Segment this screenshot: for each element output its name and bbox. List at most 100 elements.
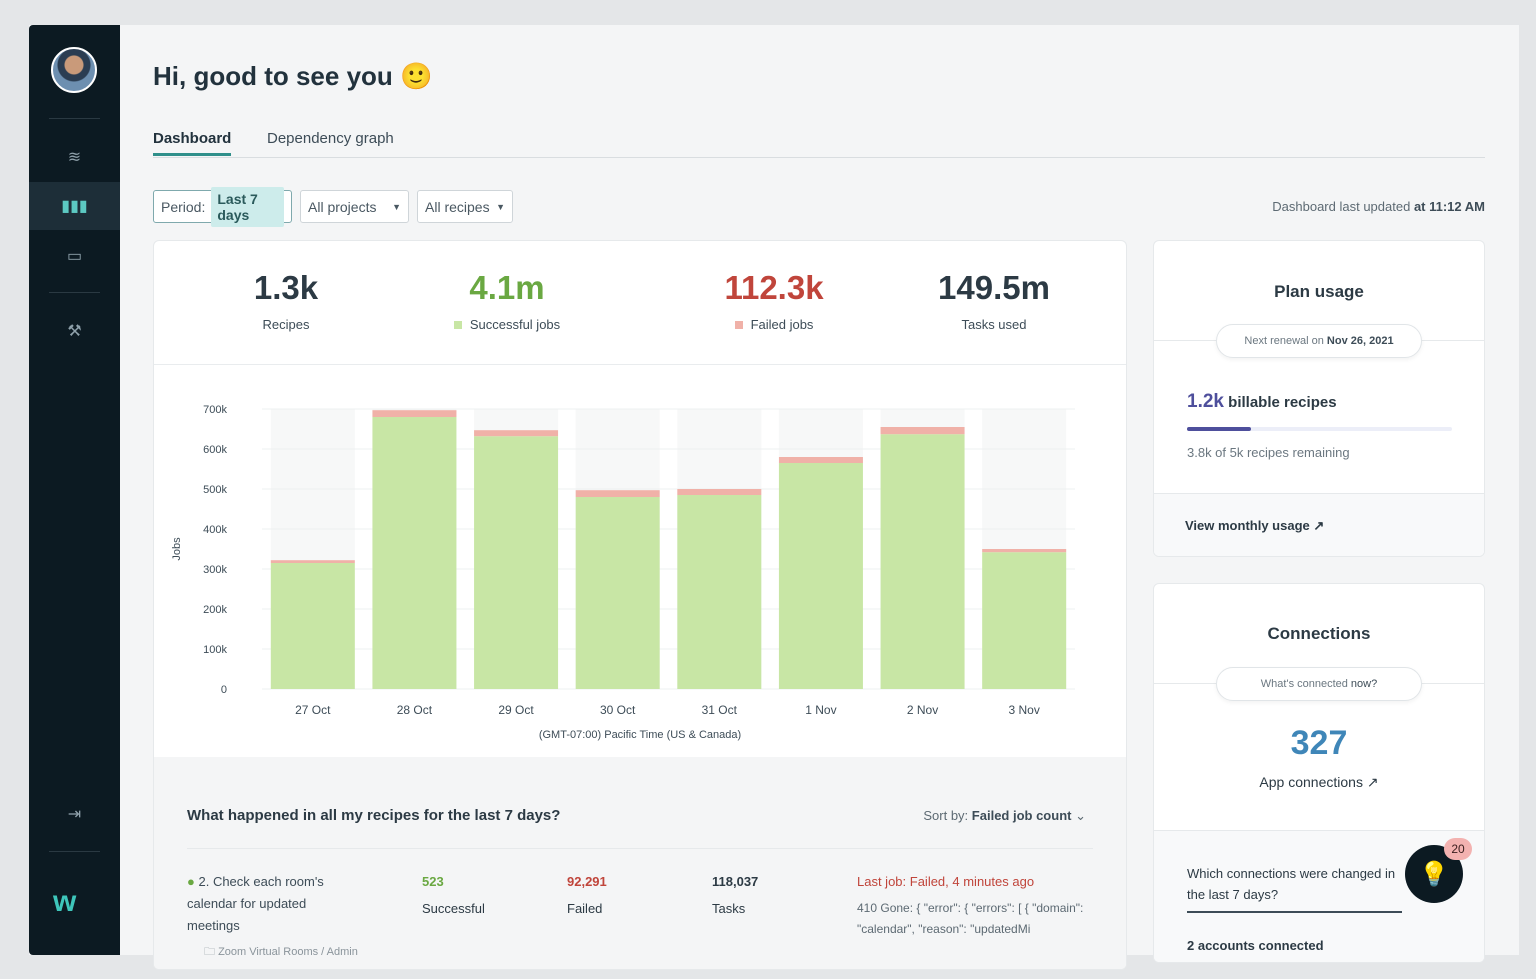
notification-badge: 20 [1444, 838, 1472, 860]
bar-failed [270, 560, 355, 563]
y-tick-label: 0 [221, 684, 227, 696]
x-axis-label: (GMT-07:00) Pacific Time (US & Canada) [539, 729, 741, 741]
logout-icon[interactable]: ⇥ [67, 806, 82, 823]
renewal-pill: Next renewal on Nov 26, 2021 [1216, 324, 1422, 358]
wrench-icon[interactable]: ⚒ [67, 323, 82, 340]
view-monthly-usage-link[interactable]: View monthly usage ↗ [1185, 518, 1325, 533]
recipes-value: All recipes [425, 198, 490, 215]
plan-footer [1154, 493, 1484, 556]
layers-icon[interactable]: ≋ [67, 149, 82, 166]
bar-successful [270, 563, 355, 689]
projects-dropdown[interactable]: All projects ▼ [300, 190, 409, 223]
lightbulb-icon: 💡 [1419, 860, 1449, 888]
plan-usage-card: Plan usage Next renewal on Nov 26, 2021 1… [1153, 240, 1485, 557]
x-tick-label: 3 Nov [1009, 703, 1040, 717]
bar-failed [474, 430, 559, 437]
projects-value: All projects [308, 198, 377, 215]
successful-count: 523 Successful [422, 874, 485, 916]
tasks-count: 118,037 Tasks [712, 874, 759, 916]
caret-down-icon: ▼ [392, 201, 401, 212]
tab-dashboard[interactable]: Dashboard [153, 130, 232, 156]
period-value: Last 7 days [211, 186, 284, 227]
last-job: Last job: Failed, 4 minutes ago 410 Gone:… [857, 874, 1084, 936]
bar-successful [372, 417, 457, 689]
whats-connected-button[interactable]: What's connected now? [1216, 667, 1422, 701]
y-tick-label: 500k [203, 484, 227, 496]
y-tick-label: 100k [203, 644, 227, 656]
period-label: Period: [161, 198, 206, 215]
x-tick-label: 28 Oct [397, 703, 433, 717]
billable-recipes: 1.2k billable recipes [1187, 391, 1337, 412]
stat-recipes: 1.3k Recipes [253, 269, 319, 332]
divider [49, 292, 100, 293]
stats-card: 1.3k Recipes 4.1m Successful jobs 112.3k Fa… [153, 240, 1127, 970]
stat-successful-jobs: 4.1m Successful jobs [407, 269, 607, 332]
sidebar: ≋ ▮▮▮ ▭ ⚒ ⇥ w [29, 25, 120, 955]
y-axis-label: Jobs [171, 537, 183, 561]
bar-failed [778, 457, 863, 463]
tab-dependency-graph[interactable]: Dependency graph [267, 130, 394, 147]
workato-logo: w [53, 885, 77, 918]
bar-successful [880, 434, 965, 689]
last-updated: Dashboard last updated at 11:12 AM [1272, 199, 1485, 214]
x-tick-label: 1 Nov [805, 703, 836, 717]
bar-successful [677, 495, 762, 689]
usage-progress-bar [1187, 427, 1452, 431]
avatar[interactable] [51, 47, 97, 93]
external-link-icon: ↗ [1366, 774, 1379, 790]
bar-failed [880, 427, 965, 435]
y-tick-label: 700k [203, 404, 227, 416]
plan-usage-title: Plan usage [1274, 282, 1364, 301]
jobs-chart: 0 100k 200k 300k 400k 500k 600k 700k 27 Oct 28 Oc… [154, 364, 1126, 757]
bar-failed [575, 490, 660, 497]
external-link-icon: ↗ [1313, 518, 1325, 533]
connections-title: Connections [1267, 624, 1371, 643]
app-window: ≋ ▮▮▮ ▭ ⚒ ⇥ w Hi, good to see you 🙂 Dash… [29, 25, 1519, 970]
connections-card: Connections What's connected now? 327 App… [1153, 583, 1485, 963]
period-filter[interactable]: Period: Last 7 days [153, 186, 292, 227]
divider [49, 118, 100, 119]
stat-tasks-used: 149.5m Tasks used [938, 269, 1050, 332]
divider [187, 848, 1093, 849]
jobs-bar-chart: 0 100k 200k 300k 400k 500k 600k 700k 27 Oct 28 Oc… [171, 404, 1075, 741]
status-dot-icon: ● [187, 874, 195, 889]
bar-successful [982, 552, 1067, 689]
caret-down-icon: ▼ [496, 201, 505, 212]
stat-failed-jobs: 112.3k Failed jobs [724, 269, 824, 332]
y-tick-label: 600k [203, 444, 227, 456]
recipes-dropdown[interactable]: All recipes ▼ [417, 190, 513, 223]
legend-swatch [734, 321, 743, 329]
recipes-remaining: 3.8k of 5k recipes remaining [1187, 445, 1350, 460]
legend-swatch [453, 321, 462, 329]
tab-bar: Dashboard Dependency graph [153, 130, 1485, 158]
recipe-activity-section [154, 757, 1126, 969]
divider [49, 851, 100, 852]
bar-successful [474, 436, 559, 689]
folder-path[interactable]: 🗀 Zoom Virtual Rooms / Admin [204, 946, 358, 958]
bar-successful [778, 463, 863, 689]
x-tick-label: 27 Oct [295, 703, 331, 717]
page-title: Hi, good to see you 🙂 [153, 61, 433, 91]
folder-icon: 🗀 [204, 946, 215, 958]
x-tick-label: 2 Nov [907, 703, 938, 717]
bar-failed [677, 489, 762, 495]
bar-failed [372, 410, 457, 417]
bar-failed [982, 549, 1067, 553]
connections-count: 327 [1290, 724, 1348, 762]
changed-connections-question[interactable]: Which connections were changed in the la… [1187, 863, 1402, 913]
activity-title: What happened in all my recipes for the … [187, 807, 561, 824]
x-tick-label: 30 Oct [600, 703, 636, 717]
sort-dropdown[interactable]: Sort by: Failed job count ⌄ [923, 808, 1086, 823]
usage-progress-fill [1187, 427, 1251, 431]
chevron-down-icon: ⌄ [1075, 808, 1086, 823]
recipe-name[interactable]: ● 2. Check each room's calendar for upda… [187, 874, 324, 933]
x-tick-label: 29 Oct [498, 703, 534, 717]
y-tick-label: 400k [203, 524, 227, 536]
accounts-connected: 2 accounts connected [1187, 938, 1324, 953]
book-icon[interactable]: ▭ [66, 248, 83, 265]
app-connections-link[interactable]: App connections ↗ [1259, 774, 1379, 790]
dashboard-chart-icon[interactable]: ▮▮▮ [29, 182, 120, 230]
x-tick-label: 31 Oct [702, 703, 738, 717]
y-tick-label: 300k [203, 564, 227, 576]
y-tick-label: 200k [203, 604, 227, 616]
